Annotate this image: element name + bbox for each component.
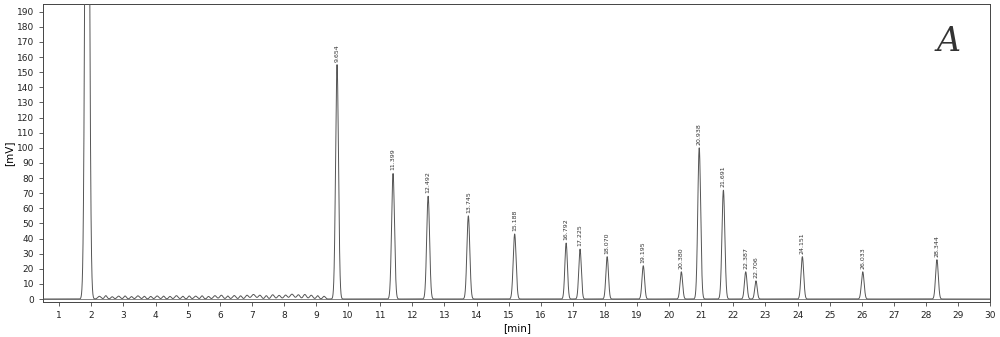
Y-axis label: [mV]: [mV] [4,140,14,166]
X-axis label: [min]: [min] [503,323,531,333]
Text: 21.691: 21.691 [721,165,726,187]
Text: 16.792: 16.792 [564,218,569,240]
Text: 26.033: 26.033 [860,247,865,269]
Text: 18.070: 18.070 [605,232,610,254]
Text: 24.151: 24.151 [800,232,805,254]
Text: 12.492: 12.492 [426,171,431,193]
Text: 13.745: 13.745 [466,191,471,213]
Text: 20.380: 20.380 [679,247,684,269]
Text: 9.654: 9.654 [335,44,340,62]
Text: 22.706: 22.706 [753,256,758,278]
Text: 22.387: 22.387 [743,247,748,269]
Text: A: A [936,26,960,58]
Text: 11.399: 11.399 [391,149,396,171]
Text: 20.938: 20.938 [697,123,702,145]
Text: 19.195: 19.195 [641,241,646,263]
Text: 15.188: 15.188 [512,210,517,231]
Text: 28.344: 28.344 [934,235,939,257]
Text: 17.225: 17.225 [578,224,583,246]
